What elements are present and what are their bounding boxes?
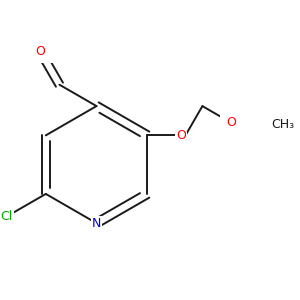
Text: O: O [35,45,45,58]
Text: CH₃: CH₃ [272,118,295,131]
Text: Cl: Cl [1,210,13,223]
Text: O: O [176,129,186,142]
Text: O: O [227,116,237,130]
Text: N: N [92,217,101,230]
